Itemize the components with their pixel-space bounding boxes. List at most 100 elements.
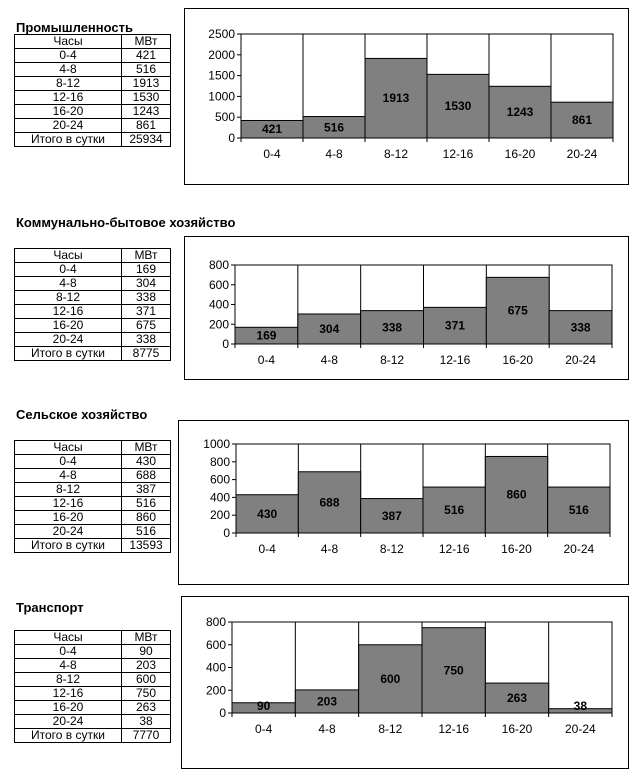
bar — [235, 494, 299, 534]
data-label: 1913 — [383, 91, 410, 105]
cell-mw: 8775 — [121, 346, 171, 361]
x-tick-label: 12-16 — [439, 542, 470, 556]
y-tick-label: 500 — [215, 110, 235, 124]
x-tick-label: 16-20 — [502, 722, 533, 736]
cell-mw: 90 — [121, 644, 171, 659]
table-row: 8-12 387 — [14, 482, 171, 497]
y-tick-label: 600 — [209, 278, 229, 292]
y-tick-label: 400 — [209, 298, 229, 312]
bar — [484, 682, 550, 714]
x-tick-label: 20-24 — [565, 353, 596, 367]
cell-mw: 688 — [121, 468, 171, 483]
table-row: 20-24 516 — [14, 524, 171, 539]
cell-mw: 25934 — [121, 132, 171, 147]
x-tick-label: 16-20 — [505, 147, 536, 161]
x-tick-label: 4-8 — [321, 353, 339, 367]
cell-mw: 860 — [121, 510, 171, 525]
bar — [550, 101, 614, 139]
bar-chart: 430 688 387 516 860 516 0 200 400 600 800 1000 0-4 4-… — [203, 437, 611, 556]
x-tick-label: 4-8 — [325, 147, 343, 161]
table-row: 8-12 600 — [14, 672, 171, 687]
bar — [423, 306, 487, 345]
bar-chart: 90 203 600 750 263 38 0 200 400 600 800 0-4 4-8 8-12 1… — [206, 615, 613, 736]
y-tick-label: 400 — [206, 661, 226, 675]
x-tick-label: 0-4 — [258, 542, 276, 556]
y-tick-label: 800 — [206, 615, 226, 629]
x-tick-label: 0-4 — [255, 722, 273, 736]
y-tick-label: 0 — [222, 337, 229, 351]
data-label: 263 — [507, 691, 527, 705]
bar — [426, 73, 490, 139]
table-row: 12-16 750 — [14, 686, 171, 701]
bar — [358, 644, 423, 714]
x-tick-label: 12-16 — [443, 147, 474, 161]
cell-hours: 16-20 — [14, 318, 122, 333]
cell-mw: 516 — [121, 62, 171, 77]
y-tick-label: 2000 — [208, 48, 235, 62]
x-tick-label: 0-4 — [263, 147, 281, 161]
cell-mw: 304 — [121, 276, 171, 291]
table-header-row: Часы МВт — [14, 34, 171, 49]
x-tick-label: 12-16 — [438, 722, 469, 736]
data-label: 90 — [257, 699, 271, 713]
cell-mw: 13593 — [121, 538, 171, 553]
x-tick-label: 20-24 — [565, 722, 596, 736]
x-tick-label: 4-8 — [318, 722, 336, 736]
cell-mw: МВт — [121, 34, 171, 49]
y-tick-label: 800 — [210, 455, 230, 469]
chart-box: 430 688 387 516 860 516 0 200 400 600 800 1000 0-4 4-… — [178, 420, 629, 585]
cell-mw: 750 — [121, 686, 171, 701]
data-label: 861 — [572, 113, 592, 127]
data-label: 387 — [382, 509, 402, 523]
table-total-row: Итого в сутки 7770 — [14, 728, 171, 743]
cell-hours: 4-8 — [14, 658, 122, 673]
load-table: Часы МВт 0-4 430 4-8 688 8-12 387 12-16 516 16-20 8… — [14, 440, 171, 553]
load-table: Часы МВт 0-4 169 4-8 304 8-12 338 12-16 371 16-20 6… — [14, 248, 171, 361]
data-label: 600 — [380, 672, 400, 686]
section-title: Коммунально-бытовое хозяйство — [16, 215, 236, 230]
cell-mw: МВт — [121, 630, 171, 645]
bar — [297, 313, 362, 345]
bar — [484, 455, 549, 534]
table-row: 20-24 38 — [14, 714, 171, 729]
bar — [360, 310, 425, 345]
cell-hours: Итого в сутки — [14, 346, 122, 361]
table-row: 20-24 861 — [14, 118, 171, 133]
table-row: 0-4 430 — [14, 454, 171, 469]
chart-box: 421 516 1913 1530 1243 861 0 500 1000 1500 2000 250… — [184, 8, 629, 185]
bar — [548, 708, 613, 714]
table-header-row: Часы МВт — [14, 440, 171, 455]
x-tick-label: 8-12 — [378, 722, 402, 736]
y-tick-label: 600 — [210, 473, 230, 487]
load-table: Часы МВт 0-4 421 4-8 516 8-12 1913 12-16 1530 16-2… — [14, 34, 171, 147]
cell-mw: 430 — [121, 454, 171, 469]
data-label: 675 — [508, 304, 528, 318]
table-row: 4-8 516 — [14, 62, 171, 77]
cell-hours: 0-4 — [14, 644, 122, 659]
cell-mw: 516 — [121, 496, 171, 511]
bar — [548, 310, 613, 345]
x-tick-label: 0-4 — [258, 353, 276, 367]
data-label: 516 — [444, 503, 464, 517]
bar — [421, 627, 486, 714]
bar — [422, 486, 486, 534]
data-label: 688 — [319, 495, 339, 509]
x-tick-label: 8-12 — [384, 147, 408, 161]
x-tick-label: 20-24 — [563, 542, 594, 556]
cell-mw: 1530 — [121, 90, 171, 105]
data-label: 860 — [506, 488, 526, 502]
table-row: 12-16 516 — [14, 496, 171, 511]
y-tick-label: 0 — [219, 706, 226, 720]
y-tick-label: 1000 — [203, 437, 230, 451]
bar — [297, 471, 362, 534]
cell-hours: 8-12 — [14, 482, 122, 497]
section-title: Сельское хозяйство — [16, 407, 148, 422]
cell-hours: 16-20 — [14, 510, 122, 525]
bar — [364, 57, 428, 139]
y-tick-label: 200 — [206, 683, 226, 697]
cell-hours: Часы — [14, 630, 122, 645]
cell-mw: 600 — [121, 672, 171, 687]
table-header-row: Часы МВт — [14, 630, 171, 645]
data-label: 38 — [574, 699, 588, 713]
